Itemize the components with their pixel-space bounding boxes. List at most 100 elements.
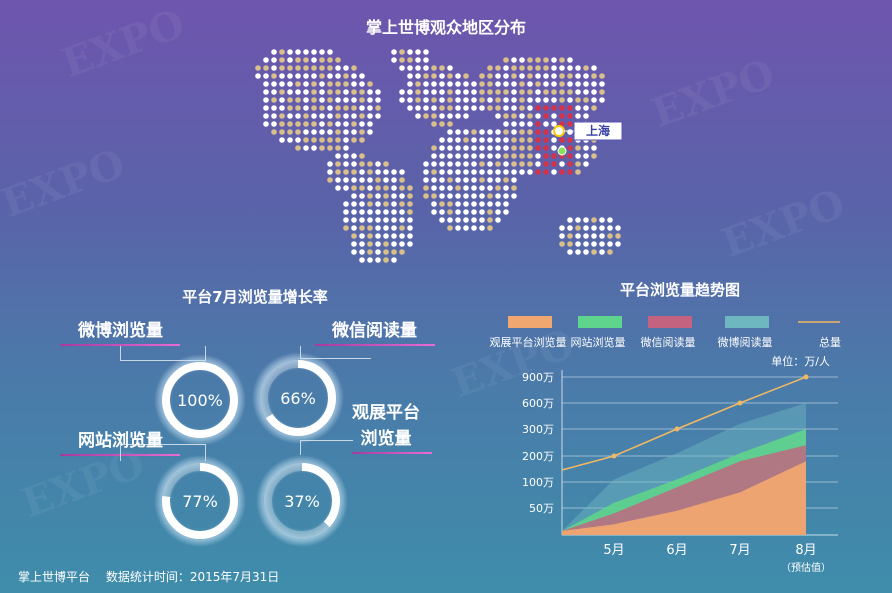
map-dot	[431, 145, 437, 151]
map-dot	[399, 241, 405, 247]
map-dot	[431, 121, 437, 127]
map-dot	[327, 177, 333, 183]
map-dot	[279, 57, 285, 63]
map-dot	[303, 145, 309, 151]
map-dot	[303, 97, 309, 103]
map-dot	[479, 201, 485, 207]
map-dot	[527, 65, 533, 71]
map-dot	[391, 217, 397, 223]
map-dot	[599, 81, 605, 87]
map-dot	[431, 177, 437, 183]
map-dot	[295, 81, 301, 87]
map-dot	[327, 137, 333, 143]
map-dot	[351, 185, 357, 191]
map-dot	[271, 121, 277, 127]
map-dot	[431, 65, 437, 71]
map-dot	[575, 73, 581, 79]
map-dot	[319, 137, 325, 143]
map-dot	[343, 145, 349, 151]
map-dot	[327, 169, 333, 175]
map-dot	[343, 73, 349, 79]
map-dot	[575, 113, 581, 119]
map-dot	[367, 81, 373, 87]
map-dot	[431, 89, 437, 95]
map-dot	[351, 161, 357, 167]
map-dot	[351, 225, 357, 231]
map-dot	[495, 105, 501, 111]
map-dot	[295, 121, 301, 127]
map-dot	[455, 225, 461, 231]
map-dot	[551, 169, 557, 175]
shanghai-marker[interactable]: 上海	[553, 121, 623, 156]
map-dot	[423, 57, 429, 63]
map-dot	[463, 161, 469, 167]
map-dot	[407, 81, 413, 87]
map-dot	[575, 105, 581, 111]
map-dot	[399, 97, 405, 103]
map-dot	[543, 81, 549, 87]
map-dot	[455, 129, 461, 135]
map-dot	[327, 121, 333, 127]
map-dot	[463, 129, 469, 135]
map-dot	[327, 89, 333, 95]
map-dot	[359, 233, 365, 239]
map-dot	[519, 137, 525, 143]
map-dot	[271, 65, 277, 71]
map-dot	[503, 73, 509, 79]
map-dot	[503, 193, 509, 199]
map-dot	[503, 89, 509, 95]
map-dot	[567, 145, 573, 151]
map-dot	[519, 121, 525, 127]
map-dot	[487, 225, 493, 231]
map-dot	[591, 97, 597, 103]
map-dot	[423, 193, 429, 199]
map-dot	[455, 209, 461, 215]
label-website: 网站浏览量	[78, 431, 163, 451]
map-dot	[391, 169, 397, 175]
map-dot	[447, 169, 453, 175]
label-weixin-underline	[315, 344, 435, 346]
map-dot	[479, 161, 485, 167]
legend-swatch	[648, 316, 692, 328]
map-dot	[575, 153, 581, 159]
map-dot	[527, 57, 533, 63]
map-dot	[455, 89, 461, 95]
map-dot	[479, 137, 485, 143]
map-dot	[431, 105, 437, 111]
map-dot	[351, 217, 357, 223]
map-dot	[447, 225, 453, 231]
map-dot	[407, 233, 413, 239]
map-dot	[431, 201, 437, 207]
map-dot	[495, 145, 501, 151]
map-dot	[599, 73, 605, 79]
map-dot	[255, 73, 261, 79]
map-dot	[279, 65, 285, 71]
map-dot	[559, 65, 565, 71]
map-dot	[479, 193, 485, 199]
map-dot	[511, 121, 517, 127]
map-dot	[303, 73, 309, 79]
map-dot	[535, 113, 541, 119]
map-dot	[343, 209, 349, 215]
map-dot	[335, 161, 341, 167]
map-dot	[263, 81, 269, 87]
map-dot	[343, 129, 349, 135]
map-dot	[495, 153, 501, 159]
label-platform-underline	[352, 452, 432, 454]
map-dot	[327, 97, 333, 103]
map-dot	[479, 97, 485, 103]
map-dot	[383, 257, 389, 263]
map-dot	[439, 113, 445, 119]
map-dot	[439, 65, 445, 71]
map-dot	[439, 73, 445, 79]
map-dot	[311, 145, 317, 151]
map-dot	[295, 129, 301, 135]
map-dot	[335, 153, 341, 159]
map-dot	[575, 249, 581, 255]
map-dot	[383, 185, 389, 191]
map-dot	[295, 97, 301, 103]
map-dot	[551, 89, 557, 95]
map-dot	[359, 81, 365, 87]
map-dot	[543, 89, 549, 95]
map-dot	[319, 49, 325, 55]
